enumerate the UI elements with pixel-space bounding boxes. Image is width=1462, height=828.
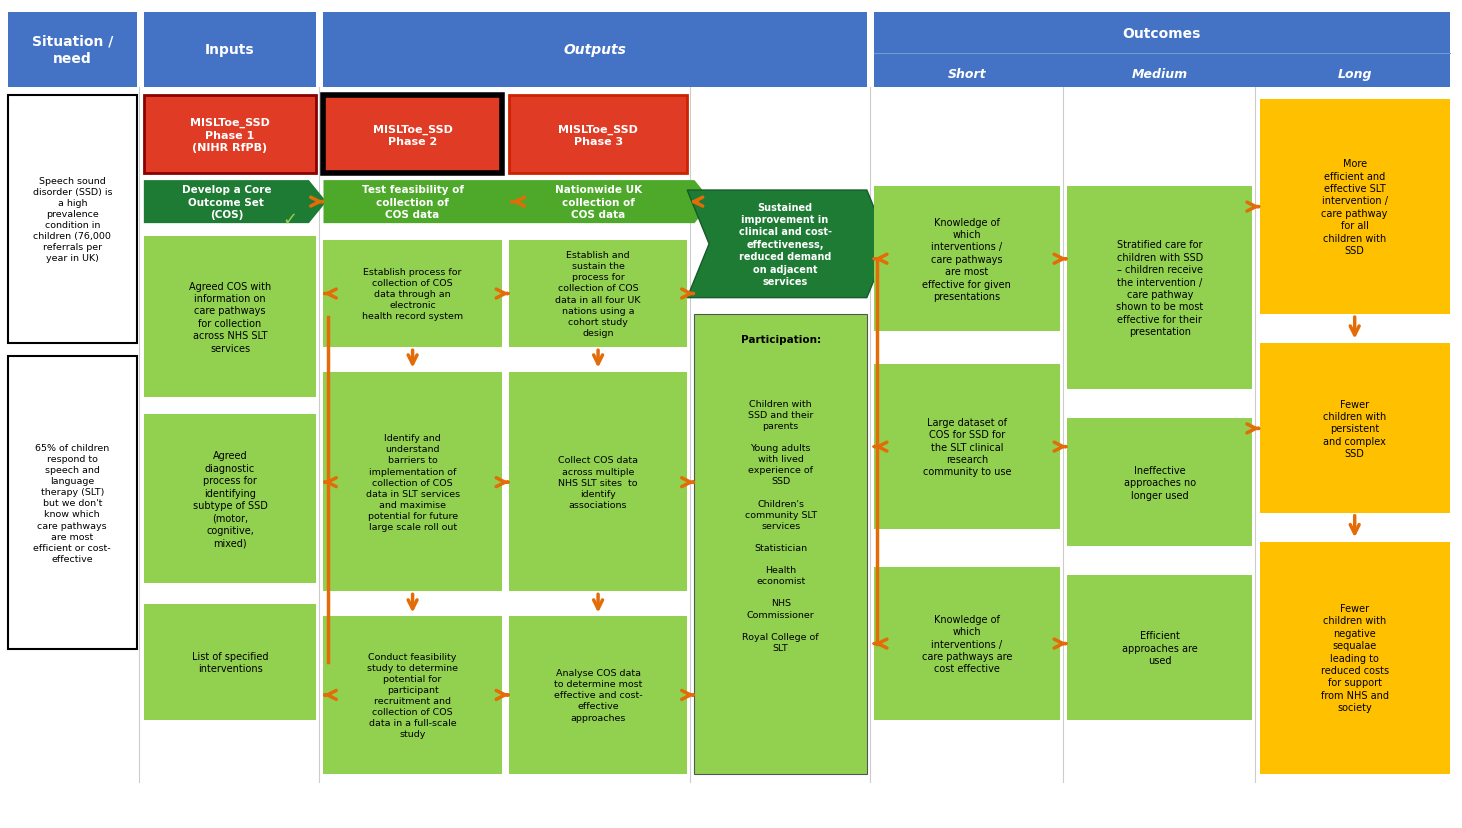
Text: ✓: ✓ [282,211,297,229]
Polygon shape [509,181,712,224]
Text: Test feasibility of
collection of
COS data: Test feasibility of collection of COS da… [361,185,463,219]
Bar [7,96,136,344]
Bar [143,414,316,584]
Text: Fewer
children with
negative
sequalae
leading to
reduced costs
for support
from : Fewer children with negative sequalae le… [1320,604,1389,712]
Text: Establish process for
collection of COS
data through an
electronic
health record: Establish process for collection of COS … [363,267,463,320]
Text: List of specified
interventions: List of specified interventions [192,651,268,673]
Text: Inputs: Inputs [205,43,254,57]
Text: Participation:: Participation: [741,335,820,344]
Bar [143,236,316,397]
Text: More
efficient and
effective SLT
intervention /
care pathway
for all
children wi: More efficient and effective SLT interve… [1322,159,1387,256]
Bar [323,240,501,348]
Text: Long: Long [1338,68,1371,80]
Polygon shape [143,181,326,224]
Text: Large dataset of
COS for SSD for
the SLT clinical
research
community to use: Large dataset of COS for SSD for the SLT… [923,417,1012,477]
Text: Knowledge of
which
interventions /
care pathways are
cost effective: Knowledge of which interventions / care … [921,614,1012,673]
Text: Speech sound
disorder (SSD) is
a high
prevalence
condition in
children (76,000
r: Speech sound disorder (SSD) is a high pr… [32,176,113,263]
Text: Outputs: Outputs [564,43,627,57]
Bar [509,617,687,773]
Bar [323,373,501,592]
Text: Agreed
diagnostic
process for
identifying
subtype of SSD
(motor,
cognitive,
mixe: Agreed diagnostic process for identifyin… [193,450,268,547]
Text: Develop a Core
Outcome Set
(COS): Develop a Core Outcome Set (COS) [181,185,270,219]
Text: Situation /
need: Situation / need [32,35,113,66]
Bar [323,617,501,773]
Bar [509,240,687,348]
Text: Identify and
understand
barriers to
implementation of
collection of COS
data in : Identify and understand barriers to impl… [366,434,459,532]
Bar [1067,418,1253,546]
Text: 65% of children
respond to
speech and
language
therapy (SLT)
but we don't
know w: 65% of children respond to speech and la… [34,443,111,563]
Bar [1260,344,1450,513]
Text: Agreed COS with
information on
care pathways
for collection
across NHS SLT
servi: Agreed COS with information on care path… [189,282,270,354]
Text: Sustained
improvement in
clinical and cost-
effectiveness,
reduced demand
on adj: Sustained improvement in clinical and co… [738,202,832,286]
Bar [143,96,316,174]
Text: Conduct feasibility
study to determine
potential for
participant
recruitment and: Conduct feasibility study to determine p… [367,652,458,739]
Text: MISLToe_SSD
Phase 2: MISLToe_SSD Phase 2 [373,124,453,147]
Bar [509,373,687,592]
Text: Efficient
approaches are
used: Efficient approaches are used [1121,631,1197,666]
Polygon shape [687,190,889,298]
Bar [7,13,136,88]
Bar [694,315,867,773]
Text: Short: Short [947,68,987,80]
Text: Fewer
children with
persistent
and complex
SSD: Fewer children with persistent and compl… [1323,399,1386,459]
Polygon shape [323,181,526,224]
Text: Nationwide UK
collection of
COS data: Nationwide UK collection of COS data [554,185,642,219]
Bar [323,13,867,88]
Text: Children with
SSD and their
parents

Young adults
with lived
experience of
SSD

: Children with SSD and their parents Youn… [743,399,819,652]
Bar [509,96,687,174]
Bar [874,364,1060,530]
Bar [143,13,316,88]
Bar [7,356,136,650]
Bar [1067,186,1253,389]
Bar [323,96,501,174]
Text: MISLToe_SSD
Phase 3: MISLToe_SSD Phase 3 [558,124,637,147]
Bar [143,604,316,720]
Text: Ineffective
approaches no
longer used: Ineffective approaches no longer used [1124,465,1196,500]
Text: Knowledge of
which
interventions /
care pathways
are most
effective for given
pr: Knowledge of which interventions / care … [923,217,1012,301]
Bar [874,567,1060,720]
Text: MISLToe_SSD
Phase 1
(NIHR RfPB): MISLToe_SSD Phase 1 (NIHR RfPB) [190,118,270,153]
Bar [874,13,1450,88]
Text: Medium: Medium [1132,68,1187,80]
Bar [1067,575,1253,720]
Text: Stratified care for
children with SSD
– children receive
the intervention /
care: Stratified care for children with SSD – … [1116,240,1203,337]
Bar [1260,542,1450,773]
Text: Collect COS data
across multiple
NHS SLT sites  to
identify
associations: Collect COS data across multiple NHS SLT… [558,456,637,509]
Text: Analyse COS data
to determine most
effective and cost-
effective
approaches: Analyse COS data to determine most effec… [554,668,642,722]
Bar [874,186,1060,331]
Text: Establish and
sustain the
process for
collection of COS
data in all four UK
nati: Establish and sustain the process for co… [556,251,640,338]
Bar [1260,100,1450,315]
Text: Outcomes: Outcomes [1123,27,1202,41]
